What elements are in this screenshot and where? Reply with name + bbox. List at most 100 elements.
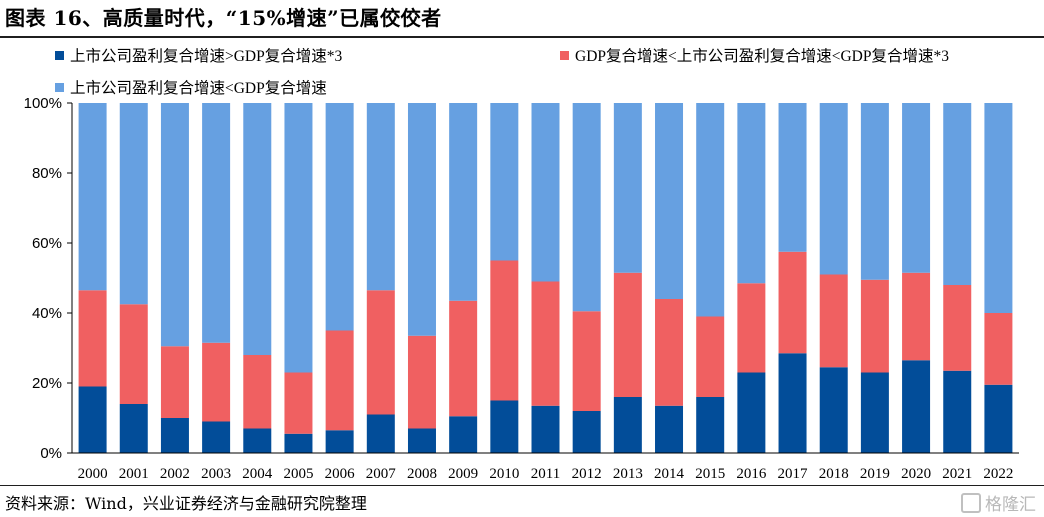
x-tick-label-2022: 2022: [983, 466, 1013, 482]
bar-2016-series-3: [737, 103, 766, 284]
y-tick-label-20%: 20%: [32, 375, 62, 392]
bar-2013-series-2: [613, 272, 642, 397]
x-tick-label-2012: 2012: [572, 466, 602, 482]
bar-2011-series-2: [531, 281, 560, 406]
bar-2014-series-3: [655, 103, 684, 299]
bar-2013-series-1: [613, 397, 642, 453]
x-tick-label-2017: 2017: [778, 466, 809, 482]
bar-2005-series-2: [284, 372, 313, 434]
bar-2011-series-1: [531, 405, 560, 453]
bar-2002-series-2: [160, 346, 189, 418]
x-tick-label-2021: 2021: [942, 466, 972, 482]
legend-label-series-1: 上市公司盈利复合增速>GDP复合增速*3: [70, 48, 343, 65]
bar-2008-series-2: [407, 335, 436, 429]
bar-2004-series-3: [243, 103, 272, 355]
title-divider: [0, 36, 1044, 38]
x-tick-label-2003: 2003: [201, 466, 231, 482]
bar-2006-series-3: [325, 103, 354, 331]
bar-2010-series-1: [490, 400, 519, 453]
bar-2010-series-2: [490, 260, 519, 401]
bar-2016-series-1: [737, 372, 766, 453]
bar-2006-series-1: [325, 430, 354, 453]
bar-2015-series-2: [696, 316, 725, 397]
x-tick-label-2013: 2013: [613, 466, 643, 482]
bar-2014-series-2: [655, 299, 684, 406]
legend-label-series-2: GDP复合增速<上市公司盈利复合增速<GDP复合增速*3: [575, 48, 949, 65]
legend-item-series-1: 上市公司盈利复合增速>GDP复合增速*3: [55, 44, 342, 66]
bar-2019-series-1: [860, 372, 889, 453]
x-tick-label-2005: 2005: [283, 466, 313, 482]
bar-2013-series-3: [613, 103, 642, 273]
bar-2009-series-3: [449, 103, 478, 301]
bar-2011-series-3: [531, 103, 560, 282]
bar-2001-series-3: [119, 103, 148, 305]
bar-2020-series-3: [902, 103, 931, 273]
bar-2015-series-1: [696, 397, 725, 453]
bar-2001-series-2: [119, 304, 148, 404]
x-tick-label-2014: 2014: [654, 466, 685, 482]
bar-2017-series-1: [778, 353, 807, 453]
bar-2022-series-1: [984, 384, 1013, 453]
y-tick-label-60%: 60%: [32, 235, 62, 252]
bar-2009-series-2: [449, 300, 478, 417]
bar-2009-series-1: [449, 416, 478, 453]
x-tick-label-2010: 2010: [489, 466, 519, 482]
y-tick-label-0%: 0%: [40, 445, 62, 462]
y-tick-label-80%: 80%: [32, 165, 62, 182]
x-tick-label-2015: 2015: [695, 466, 725, 482]
bar-2018-series-2: [819, 274, 848, 368]
bar-2008-series-1: [407, 428, 436, 453]
bar-2002-series-3: [160, 103, 189, 347]
y-tick-label-40%: 40%: [32, 305, 62, 322]
bar-2022-series-3: [984, 103, 1013, 313]
watermark-logo-icon: [961, 492, 981, 513]
bar-2000-series-3: [78, 103, 107, 291]
bar-2004-series-1: [243, 428, 272, 453]
bar-2005-series-1: [284, 433, 313, 453]
bar-2007-series-1: [366, 414, 395, 453]
watermark: 格隆汇: [961, 490, 1036, 515]
legend-swatch-series-2: [560, 50, 569, 60]
bar-2000-series-1: [78, 386, 107, 453]
x-tick-label-2018: 2018: [819, 466, 849, 482]
x-tick-label-2020: 2020: [901, 466, 931, 482]
bar-2006-series-2: [325, 330, 354, 431]
bar-2003-series-2: [202, 342, 231, 422]
bar-2020-series-1: [902, 360, 931, 453]
bar-2000-series-2: [78, 290, 107, 387]
legend-item-series-3: 上市公司盈利复合增速<GDP复合增速: [55, 76, 327, 98]
bar-2019-series-2: [860, 279, 889, 373]
x-tick-label-2009: 2009: [448, 466, 478, 482]
bar-2001-series-1: [119, 404, 148, 453]
bar-2012-series-3: [572, 103, 601, 312]
watermark-text: 格隆汇: [985, 495, 1036, 515]
bar-2021-series-2: [943, 285, 972, 371]
x-tick-label-2006: 2006: [325, 466, 356, 482]
source-note: 资料来源：Wind，兴业证券经济与金融研究院整理: [5, 494, 367, 513]
bar-2016-series-2: [737, 283, 766, 373]
bar-2002-series-1: [160, 418, 189, 453]
x-tick-label-2004: 2004: [242, 466, 273, 482]
bar-2003-series-1: [202, 421, 231, 453]
bar-2003-series-3: [202, 103, 231, 343]
x-tick-label-2019: 2019: [860, 466, 890, 482]
bar-2021-series-1: [943, 370, 972, 453]
bar-2021-series-3: [943, 103, 972, 285]
bar-2015-series-3: [696, 103, 725, 317]
x-tick-label-2011: 2011: [531, 466, 560, 482]
bar-2018-series-1: [819, 367, 848, 453]
legend-swatch-series-3: [55, 82, 64, 92]
bar-2010-series-3: [490, 103, 519, 261]
bar-2018-series-3: [819, 103, 848, 275]
x-tick-label-2001: 2001: [119, 466, 149, 482]
legend-item-series-2: GDP复合增速<上市公司盈利复合增速<GDP复合增速*3: [560, 44, 949, 66]
bar-2020-series-2: [902, 272, 931, 361]
bar-2012-series-2: [572, 311, 601, 411]
x-tick-label-2016: 2016: [736, 466, 767, 482]
footer-divider: [0, 485, 1044, 486]
bar-2022-series-2: [984, 313, 1013, 385]
x-tick-label-2008: 2008: [407, 466, 437, 482]
bar-2008-series-3: [407, 103, 436, 336]
bar-2005-series-3: [284, 103, 313, 373]
